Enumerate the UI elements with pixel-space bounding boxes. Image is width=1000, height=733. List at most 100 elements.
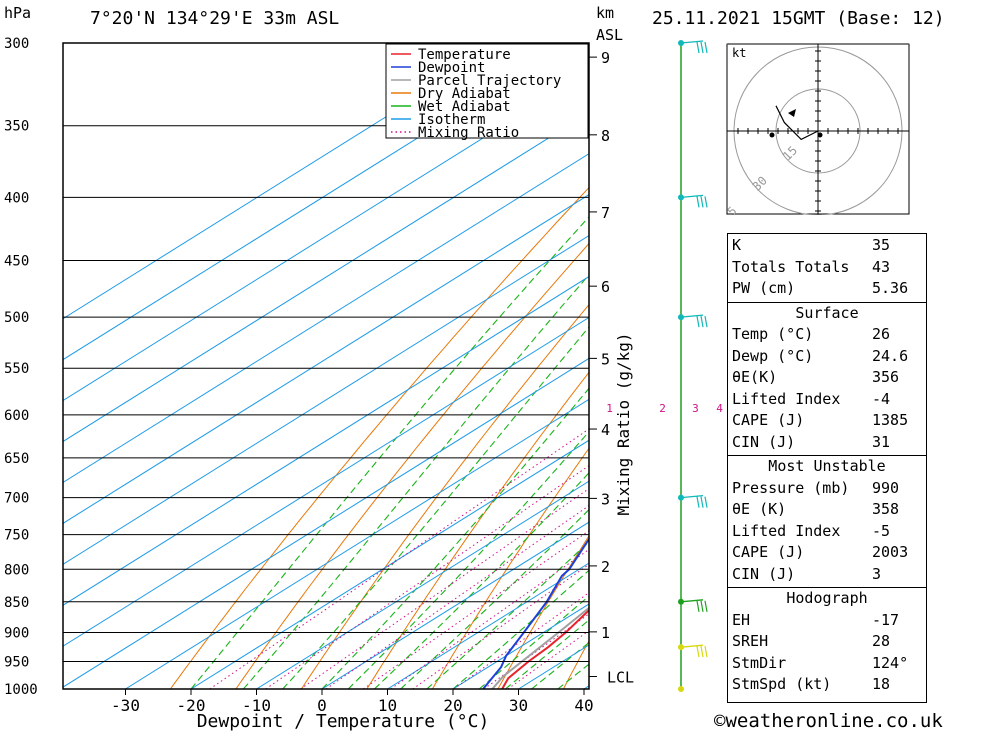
wind-barb-feather [704, 496, 708, 508]
index-row: CAPE (J) 1385 [732, 411, 920, 433]
wind-barb-shaft [680, 314, 704, 318]
wet-adiabat [505, 619, 589, 689]
index-key: SREH [732, 632, 769, 650]
index-key: StmSpd (kt) [732, 675, 832, 693]
pressure-tick-label: 300 [4, 36, 29, 52]
pressure-tick-label: 450 [4, 254, 29, 270]
index-row: SREH 28 [732, 632, 920, 654]
pressure-tick-label: 900 [4, 625, 29, 641]
mixing-ratio-line [453, 592, 589, 689]
hodograph-point [769, 132, 775, 138]
km-tick-label: 6 [601, 278, 610, 296]
km-tick-label: 4 [601, 421, 610, 439]
isotherm [125, 398, 589, 689]
index-value: 3 [872, 564, 882, 583]
plot-frame [62, 42, 590, 690]
index-value: 356 [872, 368, 900, 386]
index-value: 124° [872, 653, 909, 672]
index-key: Temp (°C) [732, 325, 814, 343]
mixing-ratio-axis-label: Mixing Ratio (g/kg) [614, 332, 633, 515]
legend-entry: Dewpoint [418, 60, 485, 76]
indices-table: K 35 Totals Totals 43 PW (cm) 5.36 Surface Temp… [727, 233, 927, 703]
index-key: CAPE (J) [732, 543, 805, 561]
index-value: 18 [872, 675, 891, 693]
dry-adiabat [956, 43, 1000, 689]
index-key: θE(K) [732, 368, 778, 386]
km-tick-label: 7 [601, 204, 610, 222]
table-divider [728, 455, 926, 456]
index-value: 35 [872, 236, 891, 254]
wind-barb-shaft [680, 494, 704, 499]
asl-unit-label: ASL [596, 26, 624, 44]
wind-barb-shaft [680, 644, 704, 648]
index-key: CAPE (J) [732, 411, 805, 429]
series-temperature [501, 608, 589, 689]
wind-barb-feather [696, 496, 700, 508]
hodograph-title: Hodograph [786, 589, 868, 607]
isotherm [63, 153, 589, 484]
wind-barb-feather [700, 196, 704, 208]
mixing-ratio-line [265, 465, 589, 689]
isotherm [63, 357, 589, 688]
table-divider [728, 301, 926, 303]
index-row: StmDir 124° [732, 654, 920, 676]
pressure-unit-label: hPa [4, 4, 32, 22]
wind-barb-feather [696, 600, 700, 612]
mixing-ratio-line [483, 613, 589, 689]
index-key: PW (cm) [732, 279, 796, 297]
wet-adiabat [242, 273, 589, 689]
km-tick-label: 2 [601, 558, 610, 576]
wind-barb-shaft [680, 194, 704, 199]
datetime-title: 25.11.2021 15GMT (Base: 12) [652, 8, 945, 29]
index-row: StmSpd (kt) 18 [732, 675, 920, 697]
mixing-ratio-label: 1 [606, 402, 613, 415]
index-value: 990 [872, 478, 900, 497]
x-tick-label: -10 [242, 696, 271, 715]
surface-title: Surface [795, 303, 859, 322]
wet-adiabat [426, 541, 589, 689]
pressure-tick-label: 600 [4, 408, 29, 424]
index-row: CIN (J) 3 [732, 565, 920, 587]
km-tick-label: 1 [601, 624, 610, 642]
wind-barb-shaft [680, 40, 704, 44]
index-value: 358 [872, 500, 900, 518]
pressure-tick-label: 350 [4, 119, 29, 135]
isotherm [190, 439, 589, 689]
index-value: -5 [872, 521, 891, 540]
km-tick-label: 3 [601, 490, 610, 508]
legend-entry: Wet Adiabat [418, 99, 511, 115]
wind-barb-feather [704, 196, 708, 208]
wind-barb-feather [704, 600, 708, 612]
km-tick-label: 8 [601, 127, 610, 145]
pressure-tick-label: 950 [4, 654, 29, 670]
km-unit-label: km [596, 4, 615, 22]
index-row: Dewp (°C) 24.6 [732, 347, 920, 369]
wind-barb-feather [696, 646, 700, 658]
legend-entry: Temperature [418, 47, 511, 63]
legend-entry: Dry Adiabat [418, 86, 511, 102]
wet-adiabat [282, 326, 589, 689]
pressure-tick-label: 700 [4, 491, 29, 507]
km-tick-label: 9 [601, 49, 610, 67]
index-row: EH -17 [732, 611, 920, 633]
hodograph-ring-label: 45 [726, 204, 740, 215]
legend-entry: Mixing Ratio [418, 125, 519, 141]
index-row: CIN (J) 31 [732, 433, 920, 455]
index-row: Lifted Index -4 [732, 390, 920, 412]
lcl-label: LCL [607, 669, 634, 687]
hodograph-point [817, 132, 823, 138]
isotherm [63, 234, 589, 565]
mixing-ratio-label: 2 [659, 402, 666, 415]
mixing-ratio-label: 3 [692, 402, 699, 415]
index-value: 2003 [872, 543, 909, 561]
index-row: θE (K) 358 [732, 500, 920, 522]
index-row: Lifted Index -5 [732, 522, 920, 544]
hodograph-storm-arrow [788, 109, 796, 117]
isotherm [63, 112, 589, 443]
index-value: 43 [872, 257, 891, 276]
wind-barb-feather [696, 315, 700, 328]
index-row: PW (cm) 5.36 [732, 279, 920, 301]
index-key: EH [732, 610, 751, 629]
